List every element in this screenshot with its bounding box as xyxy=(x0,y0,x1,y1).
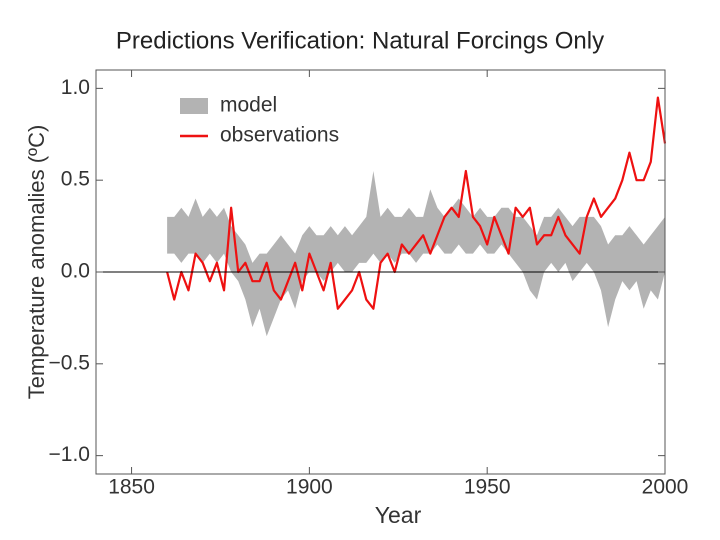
x-tick-label: 1850 xyxy=(108,476,155,499)
x-axis-label: Year xyxy=(375,502,422,528)
x-tick-label: 1900 xyxy=(286,476,333,499)
x-tick-label: 2000 xyxy=(642,476,689,499)
y-tick-label: 1.0 xyxy=(61,76,90,99)
y-tick-label: 0.0 xyxy=(61,260,90,283)
legend-label: model xyxy=(220,94,277,117)
observations-line xyxy=(166,96,667,310)
y-axis-label: Temperature anomalies (ºC) xyxy=(24,125,49,400)
x-tick-label: 1950 xyxy=(464,476,511,499)
chart-title: Predictions Verification: Natural Forcin… xyxy=(116,27,604,54)
legend-swatch xyxy=(180,98,208,114)
y-tick-label: −0.5 xyxy=(49,351,90,374)
model-band xyxy=(167,171,665,337)
y-tick-label: 0.5 xyxy=(61,168,90,191)
legend-label: observations xyxy=(220,124,339,147)
y-tick-label: −1.0 xyxy=(49,443,90,466)
